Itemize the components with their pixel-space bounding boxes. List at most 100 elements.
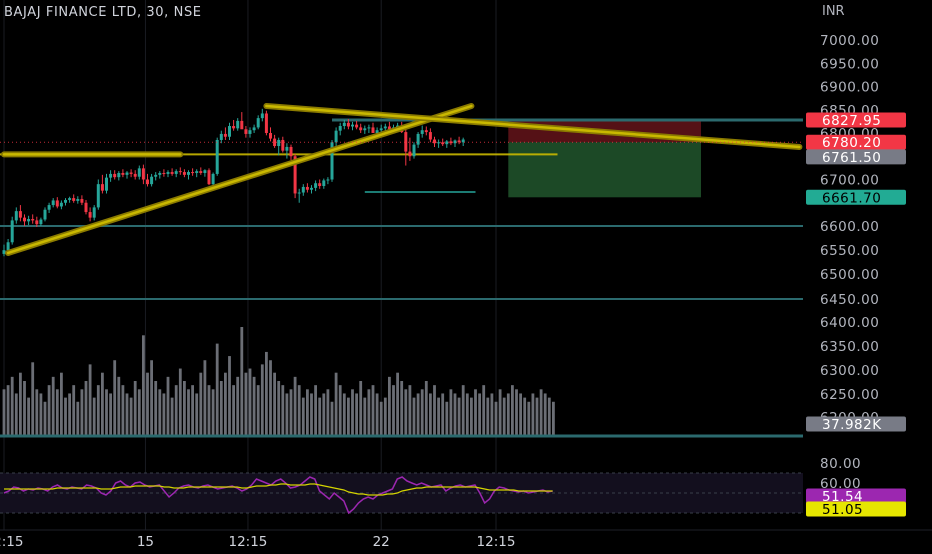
candle bbox=[334, 127, 338, 147]
price-tick-label: 6400.00 bbox=[820, 315, 879, 331]
volume-bar bbox=[43, 401, 47, 435]
candle bbox=[211, 172, 215, 187]
candle bbox=[158, 171, 162, 179]
candle bbox=[445, 139, 449, 148]
volume-bar bbox=[355, 393, 358, 435]
volume-bar bbox=[6, 385, 10, 435]
candle bbox=[416, 132, 420, 148]
volume-bar bbox=[240, 327, 244, 435]
candle bbox=[14, 207, 18, 224]
candle bbox=[314, 180, 318, 192]
candle bbox=[100, 174, 104, 194]
candle bbox=[363, 125, 367, 134]
candle-body bbox=[355, 124, 359, 128]
candle-body bbox=[301, 186, 305, 193]
volume-bar bbox=[490, 393, 494, 435]
volume-bar bbox=[178, 368, 182, 435]
volume-bar bbox=[371, 385, 375, 435]
stop-price-label: 6827.95 bbox=[806, 112, 906, 129]
time-tick-label: 12:15 bbox=[228, 534, 267, 550]
candle bbox=[281, 136, 285, 153]
candle-body bbox=[166, 172, 170, 174]
candle bbox=[232, 119, 236, 131]
candle-body bbox=[170, 172, 174, 174]
candle-body bbox=[408, 151, 412, 157]
volume-bar bbox=[170, 397, 174, 435]
volume-bar bbox=[154, 381, 158, 435]
volume-bar bbox=[142, 335, 145, 435]
volume-bar bbox=[367, 389, 371, 435]
candle-body bbox=[191, 172, 195, 174]
volume-bar bbox=[113, 360, 117, 435]
trendline bbox=[265, 104, 801, 149]
candle-body bbox=[277, 139, 281, 147]
volume-bar bbox=[68, 393, 71, 435]
rsi-value-label-bg bbox=[806, 488, 906, 504]
candle bbox=[23, 214, 26, 226]
volume-bar bbox=[2, 389, 6, 435]
volume-bar bbox=[162, 393, 166, 435]
candle-body bbox=[387, 126, 391, 130]
candle bbox=[437, 139, 441, 148]
candle bbox=[424, 126, 428, 136]
volume-bar bbox=[101, 372, 104, 435]
candle bbox=[31, 214, 35, 224]
candle bbox=[318, 179, 322, 189]
volume-bar bbox=[51, 376, 55, 435]
candle bbox=[27, 215, 31, 226]
candle bbox=[260, 108, 264, 122]
volume-bar bbox=[228, 356, 231, 435]
volume-bar bbox=[109, 393, 112, 435]
rsi-tick-label: 60.00 bbox=[820, 476, 861, 492]
candle-body bbox=[330, 142, 334, 180]
candle bbox=[146, 173, 149, 187]
candle-body bbox=[199, 171, 203, 173]
candle-body bbox=[47, 205, 51, 210]
volume-bar bbox=[400, 381, 404, 435]
candle bbox=[64, 198, 67, 206]
candle-body bbox=[55, 200, 59, 207]
candle-body bbox=[342, 122, 346, 127]
last-price-label-text: 6761.50 bbox=[822, 150, 881, 166]
volume-bar bbox=[502, 397, 506, 435]
volume-bar bbox=[498, 389, 502, 435]
candle bbox=[141, 164, 145, 185]
volume-bar bbox=[457, 397, 461, 435]
candle bbox=[228, 122, 231, 140]
candle-body bbox=[150, 176, 154, 185]
volume-bar bbox=[117, 376, 121, 435]
candle-body bbox=[27, 219, 31, 222]
volume-bar bbox=[260, 364, 264, 435]
candle bbox=[215, 137, 219, 176]
candle-body bbox=[457, 140, 461, 143]
candle bbox=[305, 183, 309, 193]
candle bbox=[256, 115, 260, 130]
volume-bar bbox=[543, 393, 547, 435]
volume-bar bbox=[306, 389, 309, 435]
volume-bar bbox=[166, 376, 170, 435]
candle bbox=[428, 128, 432, 143]
volume-bar bbox=[248, 368, 252, 435]
candle-body bbox=[363, 128, 367, 131]
candle bbox=[55, 197, 59, 209]
volume-bar bbox=[191, 385, 194, 435]
candle bbox=[420, 125, 424, 138]
volume-bar bbox=[137, 389, 141, 435]
volume-bar bbox=[429, 393, 432, 435]
volume-bar bbox=[31, 362, 35, 435]
candle-body bbox=[441, 142, 445, 145]
candle-body bbox=[273, 138, 277, 147]
volume-bar bbox=[301, 397, 305, 435]
volume-bar bbox=[199, 372, 203, 435]
volume-bar bbox=[527, 401, 531, 435]
price-tick-label: 6550.00 bbox=[820, 243, 879, 259]
volume-bar bbox=[244, 372, 248, 435]
candle-body bbox=[433, 139, 436, 144]
candle-body bbox=[420, 130, 424, 134]
candle bbox=[43, 207, 47, 222]
candle bbox=[88, 207, 92, 222]
candle-body bbox=[256, 118, 260, 128]
